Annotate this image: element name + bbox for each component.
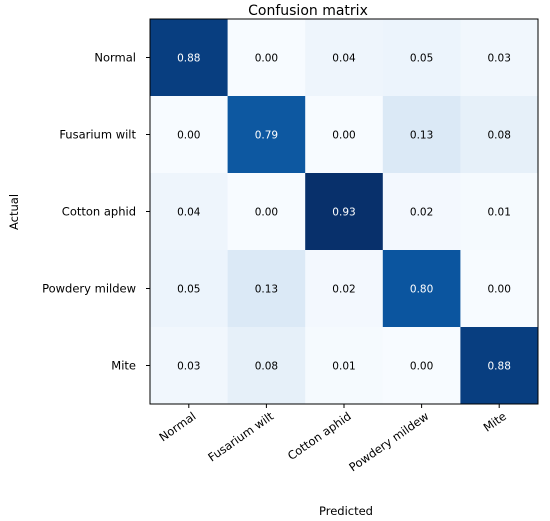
y-tick-label: Mite (111, 359, 136, 373)
y-tick-label: Normal (94, 51, 136, 65)
heatmap-cell (150, 250, 229, 328)
cell-value-label: 0.00 (177, 130, 200, 142)
cell-value-label: 0.01 (332, 361, 355, 373)
cell-value-label: 0.03 (177, 361, 200, 373)
heatmap-cell (227, 173, 306, 251)
cell-value-label: 0.02 (410, 207, 433, 219)
heatmap-cell (305, 327, 384, 405)
cell-value-label: 0.04 (332, 53, 356, 65)
cell-value-label: 0.93 (332, 207, 355, 219)
x-tick-label: Normal (156, 409, 198, 444)
y-axis-label: Actual (7, 194, 21, 230)
cell-value-label: 0.88 (488, 361, 511, 373)
x-axis-label: Predicted (319, 504, 373, 518)
heatmap-cell (382, 96, 461, 174)
y-axis-ticks: Normal Fusarium wilt Cotton aphid Powdery m… (42, 51, 150, 373)
x-tick-label: Powdery mildew (346, 409, 431, 474)
heatmap-cell (460, 327, 539, 405)
heatmap-cell (382, 250, 461, 328)
y-tick-label: Fusarium wilt (59, 128, 136, 142)
cell-value-label: 0.08 (488, 130, 511, 142)
cell-value-label: 0.03 (488, 53, 511, 65)
x-tick-label: Cotton aphid (285, 409, 354, 463)
cell-value-label: 0.13 (255, 284, 278, 296)
cell-value-label: 0.02 (332, 284, 355, 296)
cell-value-label: 0.04 (177, 207, 201, 219)
x-tick-label: Mite (481, 409, 509, 435)
heatmap-cell (150, 327, 229, 405)
cell-value-label: 0.05 (177, 284, 200, 296)
heatmap-cell (227, 250, 306, 328)
heatmap-cell (150, 173, 229, 251)
x-tick-label: Fusarium wilt (205, 409, 276, 465)
heatmap-cells (150, 19, 539, 405)
cell-value-label: 0.00 (255, 53, 278, 65)
chart-title: Confusion matrix (248, 3, 368, 19)
heatmap-cell-labels: 0.88 0.00 0.04 0.05 0.03 0.00 0.79 0.00 0.13 0.08… (177, 53, 511, 373)
y-tick-label: Powdery mildew (42, 282, 136, 296)
heatmap-cell (227, 327, 306, 405)
heatmap-cell (460, 250, 539, 328)
heatmap-cell (382, 327, 461, 405)
heatmap-cell (305, 19, 384, 97)
cell-value-label: 0.88 (177, 53, 200, 65)
heatmap-cell (460, 96, 539, 174)
cell-value-label: 0.00 (410, 361, 433, 373)
heatmap-cell (150, 96, 229, 174)
cell-value-label: 0.79 (255, 130, 278, 142)
heatmap-cell (305, 173, 384, 251)
cell-value-label: 0.05 (410, 53, 433, 65)
heatmap-cell (382, 173, 461, 251)
cell-value-label: 0.08 (255, 361, 278, 373)
cell-value-label: 0.00 (488, 284, 511, 296)
heatmap-cell (382, 19, 461, 97)
heatmap-cell (227, 19, 306, 97)
heatmap-cell (305, 250, 384, 328)
heatmap-cell (305, 96, 384, 174)
cell-value-label: 0.01 (488, 207, 511, 219)
y-tick-label: Cotton aphid (62, 205, 136, 219)
heatmap-cell (460, 173, 539, 251)
cell-value-label: 0.80 (410, 284, 433, 296)
heatmap-cell (460, 19, 539, 97)
heatmap-cell (150, 19, 229, 97)
cell-value-label: 0.00 (255, 207, 278, 219)
cell-value-label: 0.13 (410, 130, 433, 142)
heatmap-cell (227, 96, 306, 174)
cell-value-label: 0.00 (332, 130, 355, 142)
